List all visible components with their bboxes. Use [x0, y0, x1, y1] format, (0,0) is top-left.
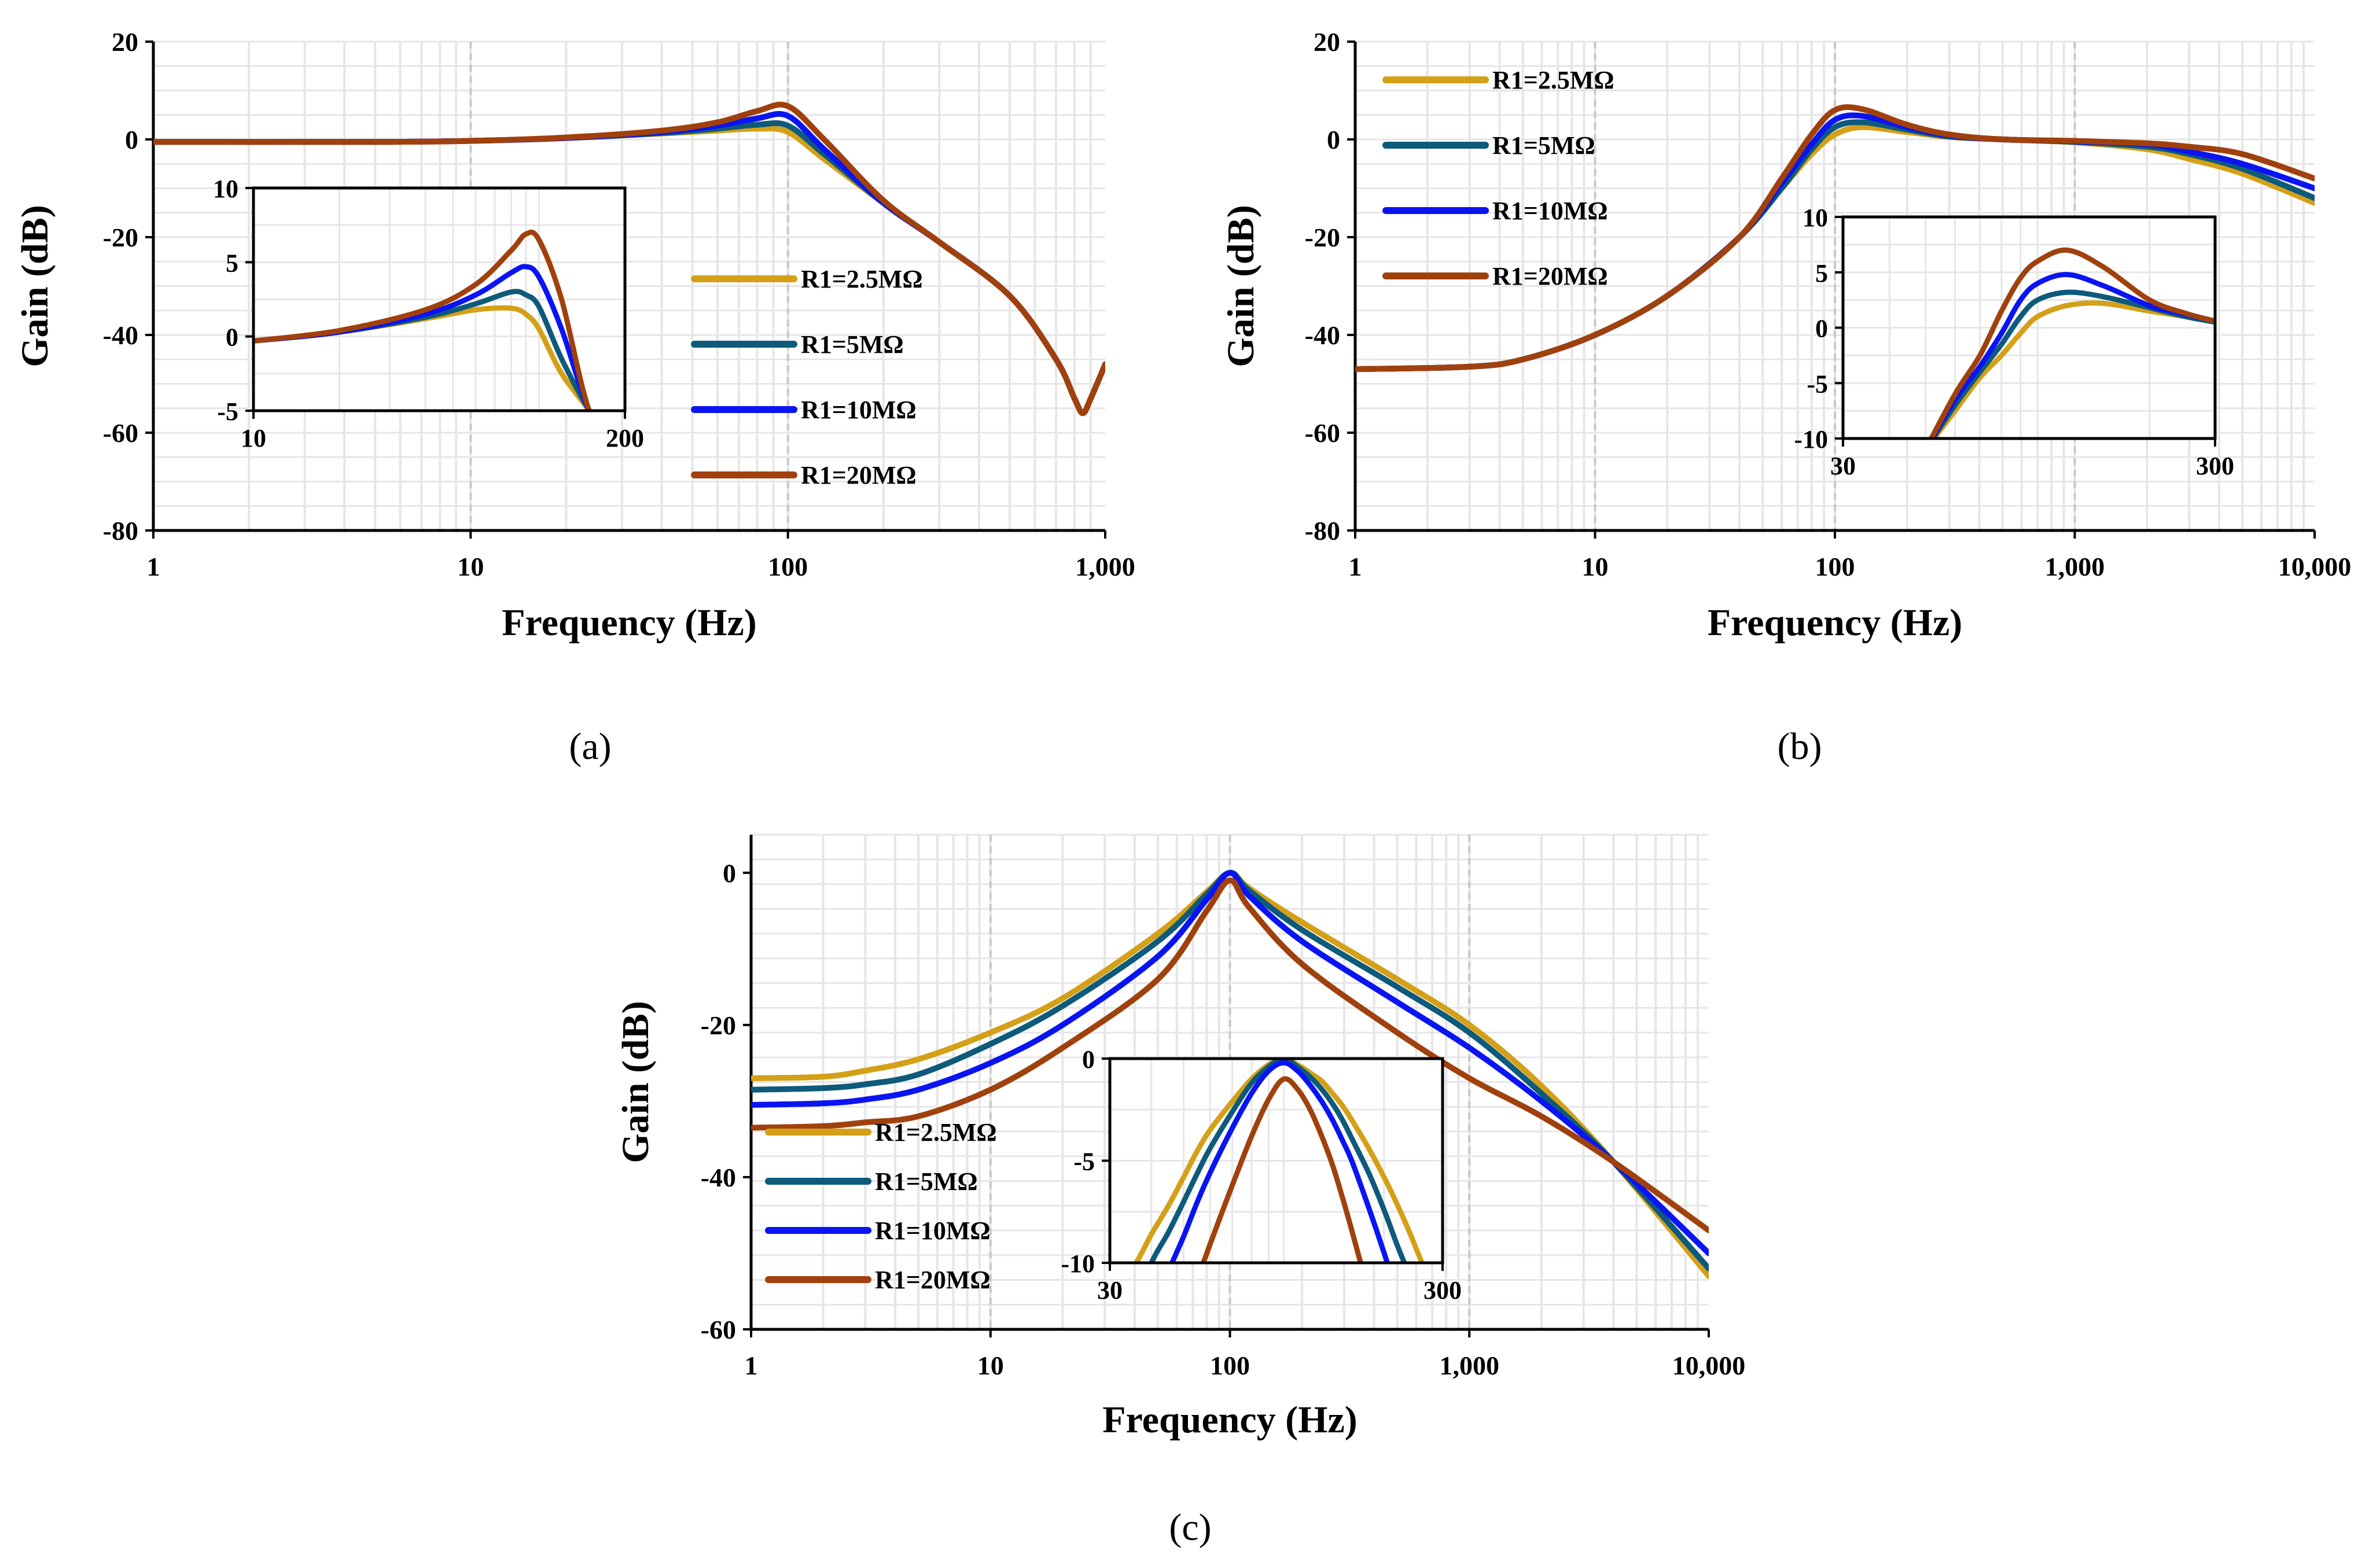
- panel-b-x-axis-title: Frequency (Hz): [1708, 602, 1963, 644]
- panel-b-series-group: [1355, 104, 2315, 373]
- panel-b-legend-label-1: R1=2.5MΩ: [1492, 66, 1614, 94]
- panel-a-ytick-label: 0: [125, 125, 138, 154]
- panel-b-y-axis-title: Gain (dB): [1220, 205, 1262, 367]
- panel-a-inset: -5 0 5 10 10 200: [213, 175, 644, 452]
- panel-a-legend: R1=2.5MΩ R1=5MΩ R1=10MΩ R1=20MΩ: [691, 265, 923, 489]
- panel-b-xtick-label: 1: [1349, 552, 1362, 581]
- panel-b-inset-frame-top: [1841, 215, 2217, 440]
- panel-c-series-group: [751, 869, 1709, 1279]
- panel-a-series-4-line: [153, 101, 1105, 417]
- panel-b-series-4-line: [1355, 104, 2315, 373]
- panel-c-inset-series-2-line: [1148, 1059, 1407, 1263]
- panel-a-inset-ytick-label: 10: [213, 175, 238, 203]
- panel-c-xtick-label: 1,000: [1440, 1351, 1500, 1380]
- panel-a-series-group: [153, 101, 1105, 417]
- panel-c-inset: -10 -5 0 30 300: [1061, 1045, 1462, 1304]
- panel-a-inset-xtick-label: 200: [606, 424, 644, 452]
- panel-c-xtick-label: 10,000: [1672, 1351, 1746, 1380]
- panel-c-inset-ytick-label: 0: [1082, 1045, 1095, 1074]
- panel-c-inset-frame-top: [1108, 1057, 1444, 1265]
- panel-b-xtick-label: 100: [1815, 552, 1855, 581]
- panel-c-series-3-line: [751, 869, 1709, 1256]
- panel-a-y-axis-title: Gain (dB): [14, 205, 56, 367]
- panel-a-x-axis-title: Frequency (Hz): [502, 602, 757, 644]
- panel-a-xtick-label: 10: [457, 552, 484, 581]
- panel-c-legend-label-1: R1=2.5MΩ: [875, 1118, 997, 1147]
- panel-b-inset: -10 -5 0 5 10 30 300: [1794, 204, 2234, 480]
- panel-a-ytick-label: -40: [103, 320, 138, 350]
- panel-b-legend: R1=2.5MΩ R1=5MΩ R1=10MΩ R1=20MΩ: [1382, 66, 1614, 290]
- panel-a-legend-label-1: R1=2.5MΩ: [801, 265, 923, 293]
- panel-c-ytick-label: 0: [723, 858, 736, 888]
- panel-c-y-axis-title: Gain (dB): [615, 1001, 657, 1163]
- panel-b-inset-ytick-label: -5: [1807, 370, 1828, 398]
- panel-b-xtick-label: 1,000: [2045, 552, 2105, 581]
- panel-c-ytick-label: -20: [701, 1011, 736, 1040]
- panel-b-legend-label-3: R1=10MΩ: [1492, 197, 1608, 225]
- panel-b-ytick-label: 20: [1314, 27, 1340, 57]
- panel-a-inset-ytick-label: 0: [226, 323, 238, 352]
- panel-c-legend-label-3: R1=10MΩ: [875, 1217, 991, 1245]
- panel-b-legend-label-2: R1=5MΩ: [1492, 131, 1595, 160]
- panel-a-inset-xtick-label: 10: [241, 424, 266, 452]
- panel-a-inset-series-group: [253, 230, 593, 411]
- panel-c-inset-xtick-label: 300: [1423, 1276, 1462, 1304]
- panel-b-inset-series-group: [1928, 247, 2215, 438]
- panel-b-ytick-label: -20: [1305, 223, 1340, 252]
- panel-a-ytick-label: -20: [103, 223, 138, 252]
- panel-a-legend-label-3: R1=10MΩ: [801, 396, 917, 424]
- panel-c-inset-series-3-line: [1169, 1060, 1391, 1263]
- panel-b-ytick-label: -80: [1305, 516, 1340, 546]
- panel-a-xtick-label: 100: [768, 552, 808, 581]
- panel-b-ytick-label: -40: [1305, 320, 1340, 350]
- panel-a-legend-label-4: R1=20MΩ: [801, 461, 917, 489]
- panel-c-chart: -60 -40 -20 0 1 10 100 1,000 10,000 Frequency (Hz…: [615, 834, 1746, 1441]
- panel-c-ytick-label: -60: [701, 1315, 736, 1344]
- panel-b-inset-ytick-label: 10: [1803, 204, 1828, 232]
- panel-b-ytick-label: 0: [1327, 125, 1340, 154]
- panel-a-inset-ytick-label: -5: [217, 397, 238, 426]
- panel-b-inset-ytick-label: 0: [1815, 315, 1828, 343]
- panel-a-ytick-label: -80: [103, 516, 138, 546]
- panel-b-inset-ytick-label: 5: [1815, 259, 1828, 288]
- panel-a-xtick-label: 1: [147, 552, 160, 581]
- panel-b-inset-xtick-label: 300: [2196, 452, 2234, 480]
- panel-c-legend-label-2: R1=5MΩ: [875, 1167, 978, 1196]
- panel-b-ytick-label: -60: [1305, 418, 1340, 448]
- panel-b-inset-gridlines: [1843, 216, 2215, 440]
- panel-a-inset-ytick-label: 5: [226, 249, 238, 277]
- panel-c-inset-series-group: [1133, 1059, 1425, 1263]
- panel-c-inset-xtick-label: 30: [1097, 1276, 1123, 1304]
- panel-label-b: (b): [1778, 725, 1822, 768]
- panel-b-xtick-label: 10: [1582, 552, 1609, 581]
- panel-c-inset-series-4-line: [1200, 1076, 1364, 1263]
- panel-b-inset-series-3-line: [1929, 272, 2215, 438]
- panel-c-xtick-label: 1: [745, 1351, 758, 1380]
- panel-c-legend-label-4: R1=20MΩ: [875, 1266, 991, 1294]
- panel-b-inset-ytick-label: -10: [1794, 425, 1828, 454]
- panel-label-a: (a): [569, 725, 611, 768]
- panel-c-inset-ytick-label: -10: [1061, 1250, 1095, 1278]
- panel-c-series-4-line: [751, 877, 1709, 1233]
- panel-c-ytick-label: -40: [701, 1163, 736, 1192]
- panel-a-inset-series-4-line: [253, 230, 593, 411]
- panel-c-inset-ytick-label: -5: [1073, 1148, 1095, 1176]
- panel-b-xtick-label: 10,000: [2278, 552, 2352, 581]
- panel-a-legend-label-2: R1=5MΩ: [801, 330, 904, 359]
- panel-a-ytick-label: 20: [112, 27, 138, 57]
- panel-b-inset-xtick-label: 30: [1830, 452, 1856, 480]
- panel-c-xtick-label: 10: [977, 1351, 1004, 1380]
- panel-a-xtick-label: 1,000: [1075, 552, 1135, 581]
- panel-a-ytick-label: -60: [103, 418, 138, 448]
- panel-a-inset-frame-top: [252, 186, 627, 412]
- panel-c-xtick-label: 100: [1210, 1351, 1250, 1380]
- panel-b-legend-label-4: R1=20MΩ: [1492, 262, 1608, 290]
- panel-c-legend: R1=2.5MΩ R1=5MΩ R1=10MΩ R1=20MΩ: [765, 1118, 997, 1294]
- panel-label-c: (c): [1169, 1506, 1211, 1549]
- panel-b-inset-series-4-line: [1928, 247, 2215, 438]
- panel-c-x-axis-title: Frequency (Hz): [1102, 1399, 1358, 1441]
